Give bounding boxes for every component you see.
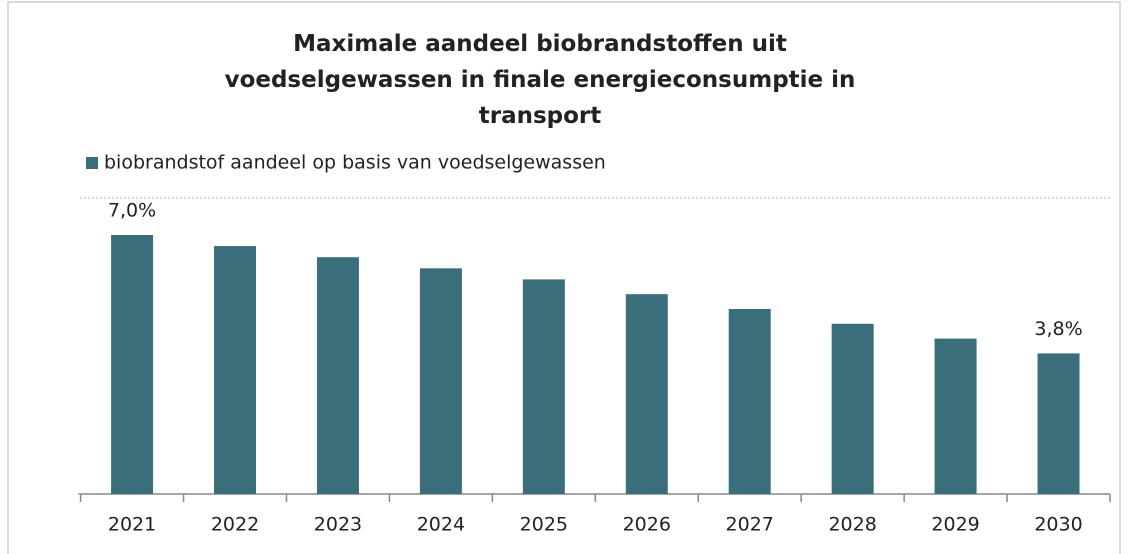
chart-title: Maximale aandeel biobrandstoffen uit voe… [224, 31, 856, 129]
bar [522, 279, 565, 494]
x-tick-label: 2025 [520, 514, 568, 536]
x-tick-label: 2023 [314, 514, 362, 536]
legend-label: biobrandstof aandeel op basis van voedse… [104, 152, 606, 174]
bar [728, 309, 771, 494]
bar [625, 294, 668, 494]
x-tick-label: 2024 [417, 514, 465, 536]
x-tick-label: 2022 [211, 514, 259, 536]
x-tick-label: 2029 [931, 514, 979, 536]
x-tick-label: 2028 [828, 514, 876, 536]
bar [934, 338, 977, 494]
legend-swatch [86, 157, 98, 169]
bar [419, 268, 462, 494]
data-label: 3,8% [1034, 318, 1082, 340]
x-tick-label: 2030 [1034, 514, 1082, 536]
x-tick-label: 2026 [623, 514, 671, 536]
bar [214, 246, 257, 494]
frame [7, 1, 1121, 554]
bar [1037, 353, 1080, 494]
x-tick-label: 2021 [108, 514, 156, 536]
bar [831, 323, 874, 494]
bar [111, 235, 154, 494]
bar [316, 257, 359, 494]
data-label: 7,0% [108, 200, 156, 222]
x-tick-label: 2027 [726, 514, 774, 536]
